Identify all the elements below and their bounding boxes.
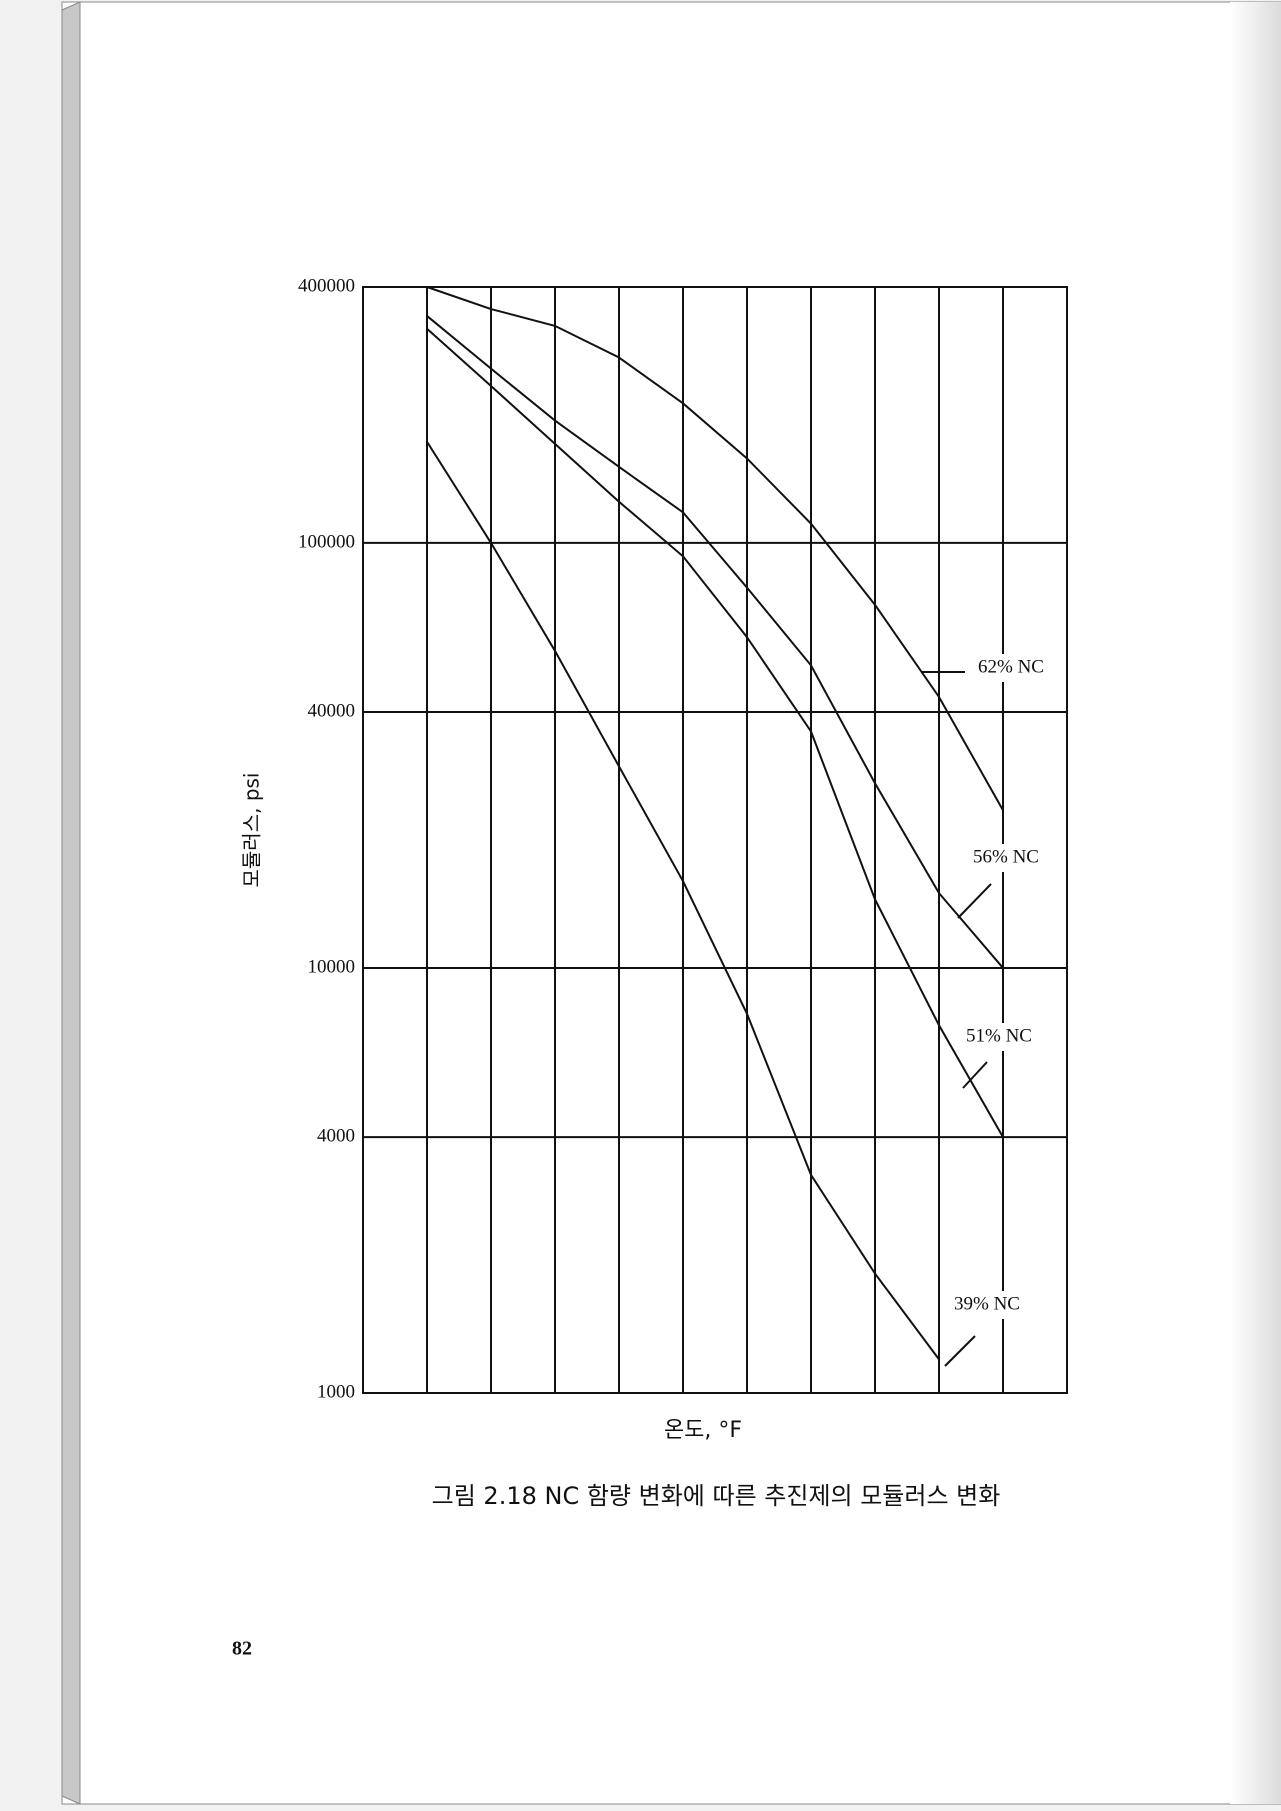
label-bg xyxy=(966,844,1046,872)
label-leader xyxy=(944,1335,976,1367)
y-tick-label: 1000 xyxy=(317,1381,355,1402)
series-line xyxy=(426,315,1004,969)
page-edge xyxy=(1230,2,1281,1804)
series-line xyxy=(426,441,940,1360)
series-label: 56% NC xyxy=(973,846,1039,867)
y-axis-label: 모듈러스, psi xyxy=(240,773,264,888)
label-leader xyxy=(962,1061,988,1089)
label-bg xyxy=(947,1291,1027,1319)
y-tick-label: 100000 xyxy=(298,531,355,552)
page-number: 82 xyxy=(232,1638,252,1660)
series-label: 62% NC xyxy=(978,656,1044,677)
x-axis-label: 온도, °F xyxy=(664,1418,742,1443)
label-bg xyxy=(971,654,1051,682)
figure-caption: 그림 2.18 NC 함량 변화에 따른 추진제의 모듈러스 변화 xyxy=(432,1482,1001,1510)
series-label: 39% NC xyxy=(954,1293,1020,1314)
label-leader xyxy=(957,883,992,919)
y-tick-label: 40000 xyxy=(308,700,356,721)
y-tick-label: 400000 xyxy=(298,275,355,296)
binding xyxy=(61,1,81,1805)
label-bg xyxy=(959,1023,1039,1051)
series-line xyxy=(426,286,1004,811)
y-tick-label: 4000 xyxy=(317,1125,355,1146)
y-tick-label: 10000 xyxy=(308,956,356,977)
page-sheet xyxy=(61,1,1281,1805)
series-line xyxy=(426,328,1004,1138)
series-label: 51% NC xyxy=(966,1025,1032,1046)
